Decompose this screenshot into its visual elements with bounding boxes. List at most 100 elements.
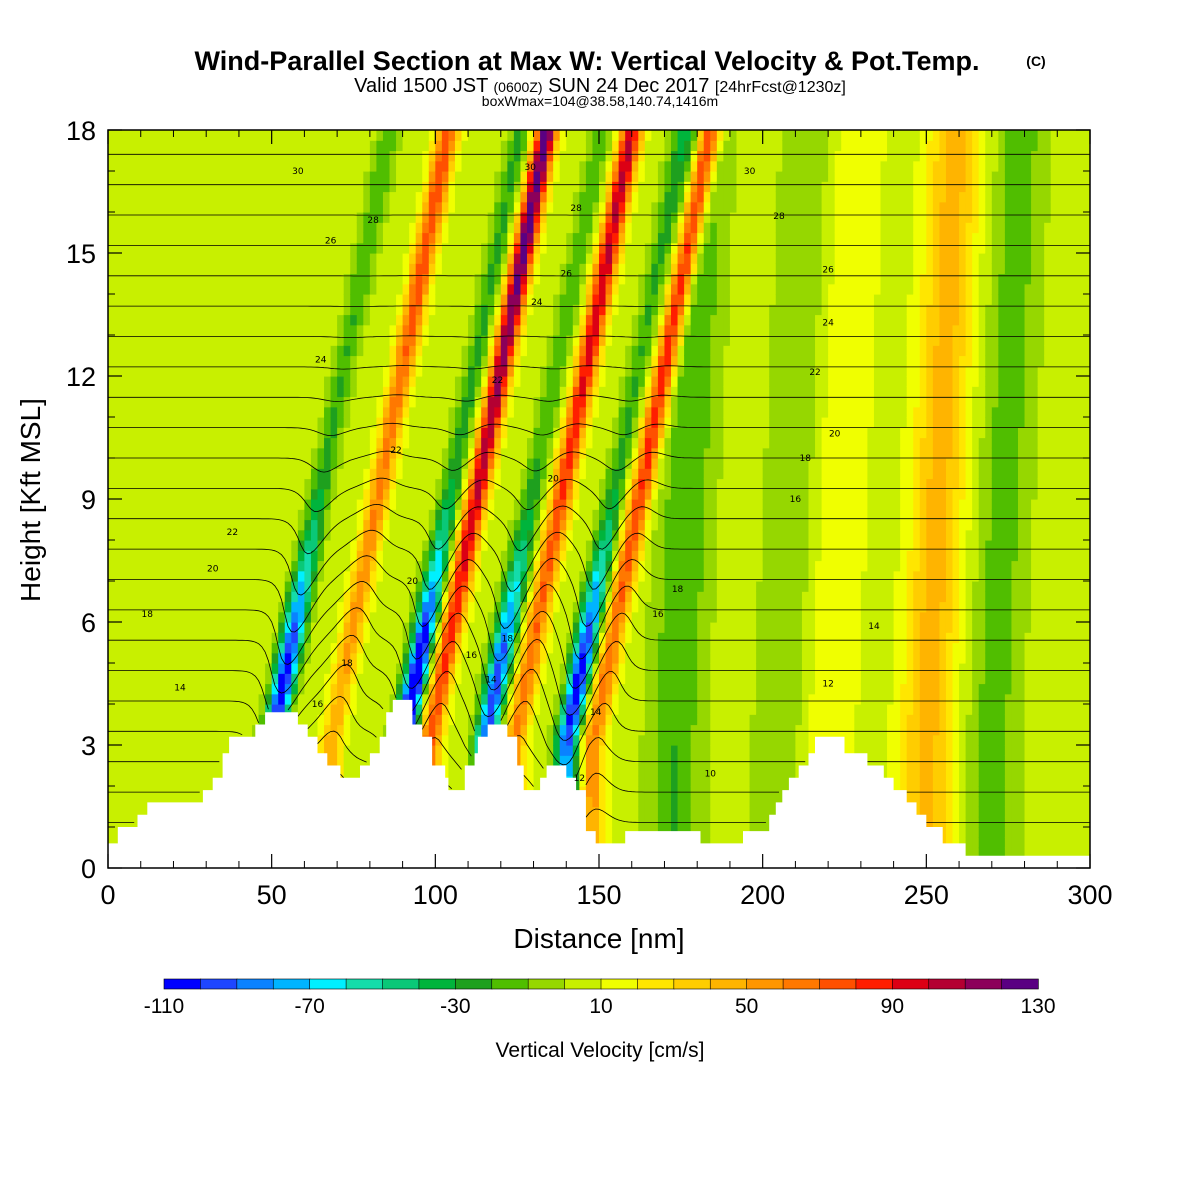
- theta-label: 18: [672, 585, 684, 595]
- y-axis-label: Height [Kft MSL]: [15, 398, 46, 602]
- theta-label: 16: [466, 651, 478, 661]
- theta-label-text: 18: [142, 610, 154, 620]
- colorbar-tick-label: -110: [144, 995, 184, 1018]
- y-tick-label: 18: [66, 116, 96, 146]
- theta-label-text: 28: [367, 216, 379, 226]
- theta-label: 28: [773, 212, 785, 222]
- theta-label-text: 22: [227, 528, 238, 538]
- colorbar-tick-label: -30: [440, 995, 470, 1018]
- theta-contour: [108, 634, 1090, 718]
- theta-contour: [108, 394, 1090, 403]
- theta-label-text: 18: [502, 634, 514, 644]
- theta-label-text: 20: [829, 429, 841, 439]
- theta-contour: [108, 581, 1090, 665]
- colorbar: -110 -70 -30 10 50 90 130: [144, 978, 1056, 1018]
- theta-label: 24: [822, 319, 834, 329]
- theta-label: 20: [829, 429, 841, 439]
- x-axis-label: Distance [nm]: [513, 923, 684, 954]
- theta-contour: [108, 664, 1090, 741]
- theta-label-text: 30: [292, 167, 304, 177]
- colorbar-swatch: [600, 978, 639, 990]
- chart-title-mark: (C): [1026, 53, 1045, 69]
- chart-title: Wind-Parallel Section at Max W: Vertical…: [195, 46, 980, 76]
- colorbar-swatch: [200, 978, 238, 990]
- theta-contours: [108, 153, 1090, 823]
- colorbar-swatch: [382, 978, 420, 990]
- colorbar-swatch: [964, 978, 1003, 990]
- x-tick-label: 100: [413, 880, 458, 910]
- colorbar-swatch: [673, 978, 711, 990]
- theta-labels: 18 14 20 22 16 18 24 26 28 30 22 20 16 14 18 22 30 24 26 28…: [142, 163, 880, 784]
- theta-label-text: 16: [312, 700, 324, 710]
- colorbar-swatch: [491, 978, 529, 990]
- chart-subtitle-box: boxWmax=104@38.58,140.74,1416m: [482, 93, 718, 109]
- theta-label: 26: [561, 270, 573, 280]
- colorbar-swatch: [709, 978, 748, 990]
- subtitle-utc: (0600Z): [494, 79, 543, 95]
- y-tick-label: 15: [66, 239, 96, 269]
- theta-contour: [108, 503, 1090, 555]
- x-tick-label: 250: [904, 880, 949, 910]
- theta-label-text: 16: [790, 495, 802, 505]
- theta-label: 18: [799, 454, 811, 464]
- colorbar-swatch: [418, 978, 457, 990]
- colorbar-swatch: [892, 978, 930, 990]
- theta-contour: [108, 808, 1090, 823]
- theta-label: 20: [547, 475, 559, 485]
- theta-label: 20: [407, 577, 419, 587]
- theta-label-text: 18: [341, 659, 353, 669]
- chart-subtitle: Valid 1500 JST (0600Z) SUN 24 Dec 2017 […: [354, 75, 846, 97]
- theta-label-text: 30: [525, 163, 537, 173]
- theta-label-text: 28: [570, 204, 582, 214]
- theta-label-text: 14: [868, 622, 880, 632]
- colorbar-tick-label: 90: [881, 995, 904, 1018]
- theta-label: 28: [367, 216, 379, 226]
- theta-label: 18: [502, 634, 514, 644]
- colorbar-swatch: [236, 978, 274, 990]
- theta-label-text: 26: [325, 237, 337, 247]
- colorbar-swatch: [272, 978, 311, 990]
- colorbar-swatch: [345, 978, 384, 990]
- theta-contour: [108, 450, 1090, 473]
- theta-label: 16: [790, 495, 802, 505]
- theta-label: 12: [574, 774, 585, 784]
- theta-label: 22: [492, 376, 503, 386]
- theta-label: 18: [341, 659, 353, 669]
- x-tick-label: 0: [100, 880, 115, 910]
- theta-label-text: 24: [822, 319, 834, 329]
- y-tick-label: 9: [81, 485, 96, 515]
- theta-label: 30: [525, 163, 537, 173]
- axes: 0 50 100 150 200 250 300 0 3 6 9 12 15 18: [66, 116, 1113, 910]
- theta-label-text: 18: [672, 585, 684, 595]
- colorbar-tick-label: 130: [1020, 995, 1055, 1018]
- colorbar-swatch: [309, 978, 347, 990]
- theta-contour: [108, 335, 1090, 338]
- theta-label: 22: [227, 528, 238, 538]
- theta-label-text: 20: [207, 565, 219, 575]
- colorbar-swatch: [819, 978, 857, 990]
- theta-label-text: 20: [547, 475, 559, 485]
- theta-contour: [108, 695, 1090, 766]
- subtitle-date: SUN 24 Dec 2017: [548, 75, 709, 97]
- theta-label-text: 12: [822, 680, 833, 690]
- x-tick-label: 300: [1067, 880, 1112, 910]
- theta-contour: [108, 607, 1090, 694]
- theta-label: 26: [325, 237, 337, 247]
- subtitle-fcst: [24hrFcst@1230z]: [715, 79, 846, 96]
- theta-label-text: 12: [574, 774, 585, 784]
- theta-label-text: 22: [492, 376, 503, 386]
- theta-label-text: 24: [531, 298, 543, 308]
- colorbar-swatch: [564, 978, 602, 990]
- colorbar-swatch: [928, 978, 966, 990]
- theta-label: 12: [822, 680, 833, 690]
- theta-label: 10: [705, 770, 717, 780]
- theta-label-text: 14: [174, 684, 186, 694]
- theta-label: 28: [570, 204, 582, 214]
- theta-label: 16: [312, 700, 324, 710]
- x-tick-label: 150: [576, 880, 621, 910]
- theta-label-text: 28: [773, 212, 785, 222]
- theta-label-text: 16: [466, 651, 478, 661]
- x-tick-label: 50: [257, 880, 287, 910]
- x-tick-label: 200: [740, 880, 785, 910]
